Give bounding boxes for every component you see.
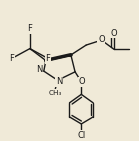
- Text: O: O: [98, 35, 105, 44]
- Text: F: F: [45, 54, 50, 63]
- Text: Cl: Cl: [77, 131, 85, 140]
- Text: F: F: [27, 24, 32, 33]
- Text: N: N: [36, 65, 43, 74]
- Text: CH₃: CH₃: [49, 90, 62, 96]
- Text: N: N: [56, 77, 62, 86]
- Text: O: O: [79, 77, 85, 86]
- Text: O: O: [111, 29, 117, 38]
- Text: F: F: [9, 54, 14, 63]
